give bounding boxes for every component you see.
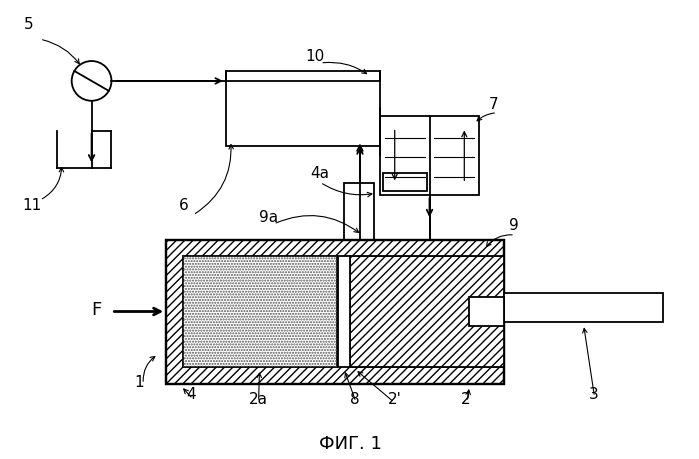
Bar xyxy=(383,174,426,191)
Text: 9a: 9a xyxy=(259,210,278,225)
Text: 11: 11 xyxy=(22,198,41,213)
Bar xyxy=(380,116,480,195)
Bar xyxy=(166,240,504,384)
Bar xyxy=(350,256,504,367)
Bar xyxy=(183,256,337,367)
Text: 3: 3 xyxy=(589,387,598,402)
Text: 1: 1 xyxy=(134,375,144,390)
Text: F: F xyxy=(92,301,101,319)
Bar xyxy=(504,293,663,322)
Text: 2: 2 xyxy=(461,392,471,407)
Text: 2': 2' xyxy=(388,392,402,407)
Text: 4: 4 xyxy=(186,387,196,402)
Text: 2a: 2a xyxy=(249,392,268,407)
Text: 7: 7 xyxy=(489,97,499,112)
Bar xyxy=(344,183,374,240)
Bar xyxy=(338,256,350,367)
Text: 5: 5 xyxy=(24,17,34,32)
Bar xyxy=(469,297,504,326)
Bar xyxy=(350,256,504,367)
Text: 4a: 4a xyxy=(310,166,329,181)
Text: 6: 6 xyxy=(179,198,189,213)
Text: 9: 9 xyxy=(509,218,519,233)
Bar xyxy=(226,71,380,146)
Text: 10: 10 xyxy=(305,49,324,64)
Text: 8: 8 xyxy=(350,392,359,407)
Bar xyxy=(183,256,337,367)
Text: ФИГ. 1: ФИГ. 1 xyxy=(319,435,382,453)
Bar xyxy=(166,240,504,384)
